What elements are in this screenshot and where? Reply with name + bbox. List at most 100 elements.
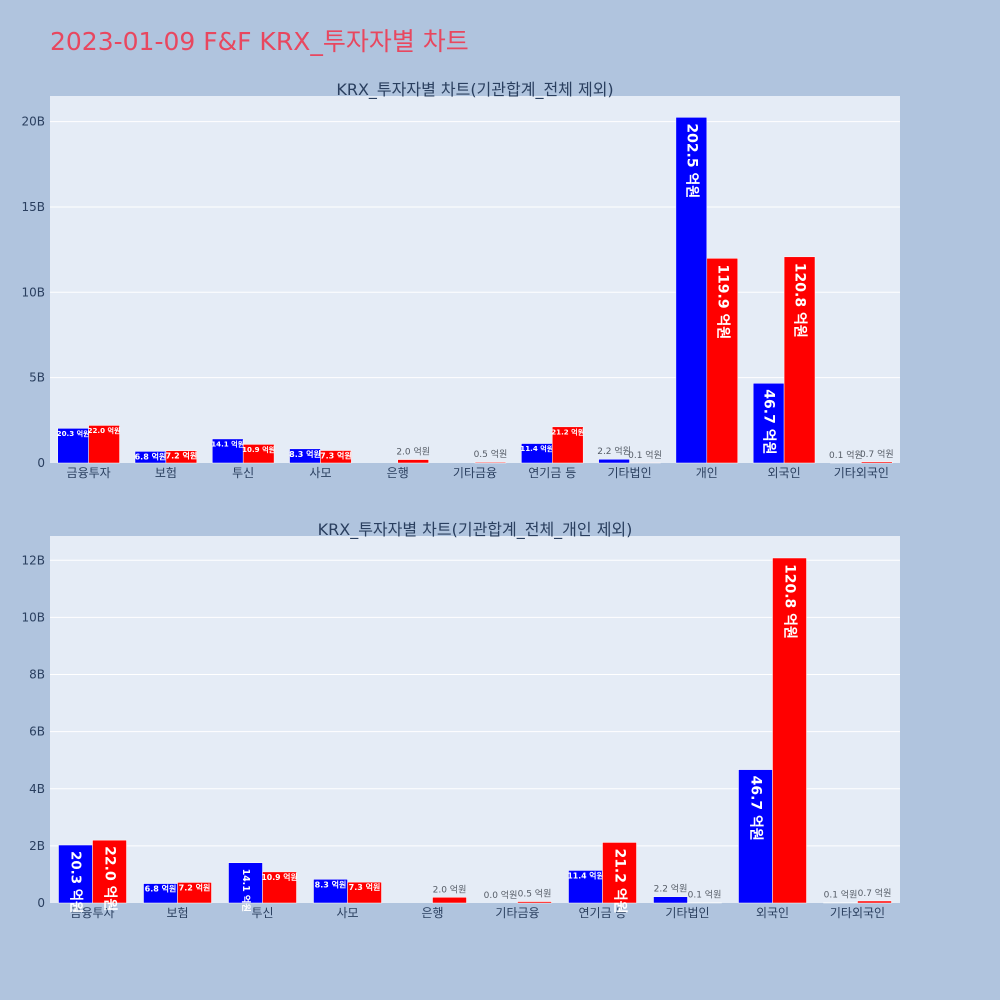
data-label: 119.9 억원: [714, 264, 730, 339]
x-tick-label: 기타외국인: [834, 466, 889, 480]
data-label: 14.1 억원: [211, 439, 244, 448]
bar: [347, 881, 382, 904]
y-tick-label: 12B: [21, 553, 45, 567]
bar: [58, 844, 93, 904]
x-tick-label: 외국인: [768, 466, 801, 480]
data-label: 8.3 억원: [289, 449, 321, 459]
data-label: 120.8 억원: [792, 263, 808, 338]
data-label: 0.1 억원: [824, 889, 858, 901]
bar: [675, 117, 708, 464]
data-label: 10.9 억원: [261, 872, 297, 882]
bar: [88, 425, 120, 464]
x-tick-label: 기타법인: [665, 906, 709, 920]
chart-title: KRX_투자자별 차트(기관합계_전체 제외): [336, 80, 613, 100]
bar: [598, 458, 630, 464]
y-tick-label: 20B: [21, 115, 45, 129]
data-label: 7.2 억원: [166, 451, 198, 461]
page-title: 2023-01-09 F&F KRX_투자자별 차트: [50, 27, 469, 56]
data-label: 7.2 억원: [179, 882, 211, 892]
bar: [177, 882, 212, 904]
bar: [552, 426, 584, 464]
bar: [165, 450, 198, 464]
y-tick-label: 5B: [29, 371, 45, 385]
chart-2: KRX_투자자별 차트(기관합계_전체_개인 제외) 0 2B 4B 6B 8B 10B 12…: [21, 520, 900, 920]
y-tick-label: 8B: [29, 668, 45, 682]
bar: [772, 557, 807, 904]
x-tick-label: 투신: [232, 466, 254, 480]
data-label: 11.4 억원: [520, 444, 553, 453]
data-label: 8.3 억원: [315, 879, 347, 889]
data-label: 6.8 억원: [145, 884, 177, 894]
x-tick-label: 금융투자: [70, 906, 114, 920]
data-label: 0.1 억원: [688, 889, 722, 901]
x-tick-label: 보험: [155, 466, 177, 480]
y-tick-label: 10B: [21, 285, 45, 299]
x-tick-label: 투신: [251, 906, 273, 920]
bar: [861, 461, 893, 464]
bar: [783, 256, 816, 464]
bar: [517, 901, 552, 904]
data-label: 46.7 억원: [761, 389, 777, 454]
y-tick-label: 0: [37, 896, 45, 910]
chart-title: KRX_투자자별 차트(기관합계_전체_개인 제외): [318, 520, 633, 540]
bar: [432, 897, 467, 904]
data-label: 120.8 억원: [782, 564, 798, 639]
bar: [228, 862, 263, 904]
bar: [262, 871, 297, 904]
data-label: 0.5 억원: [474, 448, 508, 460]
x-tick-label: 연기금 등: [579, 906, 627, 920]
y-tick-label: 0: [37, 456, 45, 470]
data-label: 2.0 억원: [396, 446, 430, 458]
x-tick-label: 기타법인: [607, 466, 651, 480]
x-tick-label: 기타외국인: [830, 906, 885, 920]
x-tick-label: 기타금융: [495, 906, 539, 920]
chart-1: KRX_투자자별 차트(기관합계_전체 제외) 0 5B 10B 15B 20B 금융투자 2…: [21, 80, 900, 480]
bar: [568, 870, 603, 904]
data-label: 22.0 억원: [102, 846, 118, 911]
data-label: 0.1 억원: [628, 449, 662, 461]
data-label: 0.7 억원: [860, 448, 894, 460]
data-label: 0.5 억원: [518, 888, 552, 900]
x-tick-label: 보험: [166, 906, 188, 920]
y-tick-label: 10B: [21, 610, 45, 624]
data-label: 7.3 억원: [320, 451, 352, 461]
data-label: 0.7 억원: [858, 887, 892, 899]
data-label: 21.2 억원: [612, 848, 628, 913]
y-tick-label: 6B: [29, 725, 45, 739]
data-label: 11.4 억원: [567, 870, 603, 880]
x-tick-label: 은행: [421, 905, 443, 920]
x-tick-label: 금융투자: [67, 466, 111, 480]
bar: [738, 769, 773, 904]
data-label: 0.1 억원: [829, 449, 863, 461]
bar: [212, 438, 244, 464]
data-label: 2.2 억원: [654, 883, 688, 895]
data-label: 202.5 억원: [683, 123, 699, 198]
data-label: 46.7 억원: [748, 776, 764, 841]
x-tick-label: 연기금 등: [528, 466, 576, 480]
bar: [857, 900, 892, 904]
x-tick-label: 은행: [387, 465, 409, 480]
x-tick-label: 사모: [309, 466, 331, 480]
data-label: 20.3 억원: [68, 851, 84, 913]
data-label: 2.2 억원: [597, 445, 631, 457]
bar: [653, 896, 688, 904]
bar: [242, 444, 275, 464]
bar: [92, 839, 127, 904]
data-label: 7.3 억원: [349, 882, 381, 892]
x-tick-label: 개인: [696, 466, 718, 480]
y-tick-label: 15B: [21, 200, 45, 214]
data-label: 6.8 억원: [135, 451, 167, 461]
data-label: 22.0 억원: [88, 426, 121, 435]
data-label: 14.1 억원: [240, 869, 252, 912]
data-label: 21.2 억원: [551, 427, 584, 436]
bar: [706, 258, 738, 464]
data-label: 20.3 억원: [57, 429, 90, 438]
y-tick-label: 2B: [29, 839, 45, 853]
bar: [320, 450, 352, 464]
x-tick-label: 사모: [336, 906, 358, 920]
bar: [474, 461, 507, 464]
x-tick-label: 기타금융: [453, 466, 497, 480]
bar: [602, 842, 637, 904]
